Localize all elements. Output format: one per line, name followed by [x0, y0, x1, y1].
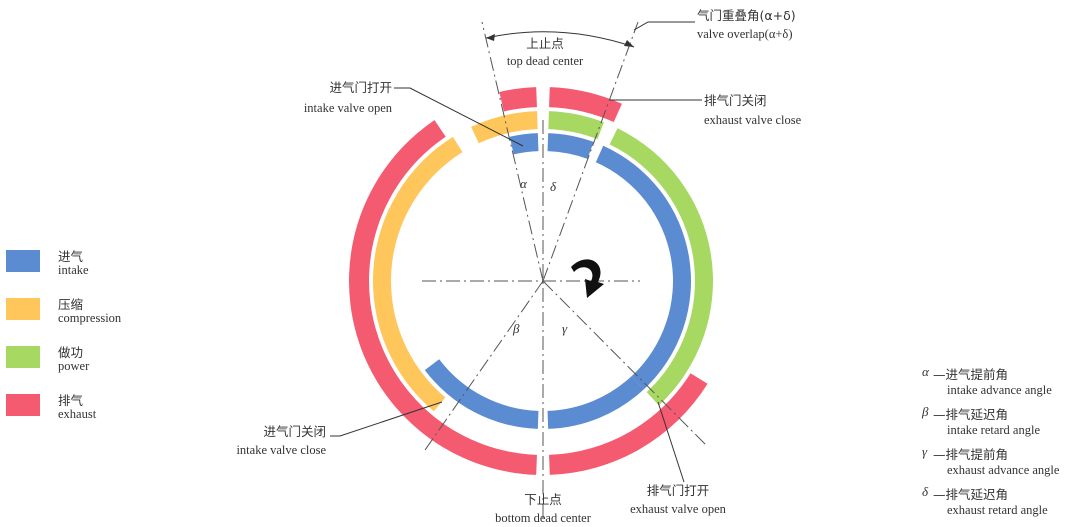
tdc-label-zh: 上止点: [526, 36, 564, 51]
note-text-zh: —排气提前角: [933, 447, 1009, 462]
stroke-legend: 进气 intake 压缩 compression 做功 power 排气 exh…: [6, 246, 146, 438]
legend-label-en: power: [58, 359, 90, 373]
valve-timing-rings: [349, 87, 713, 475]
legend-label-en: exhaust: [58, 407, 97, 421]
overlap-arrow-right-icon: [624, 40, 634, 47]
overlap-arrow-left-icon: [486, 34, 495, 41]
evc-label-en: exhaust valve close: [704, 113, 802, 127]
legend-item-power: 做功 power: [6, 342, 146, 390]
angle-notes: α —进气提前角 intake advance angle β —排气延迟角 i…: [922, 364, 1078, 524]
note-text-zh: —排气延迟角: [933, 407, 1009, 422]
note-text-en: intake retard angle: [947, 423, 1041, 437]
note-symbol: γ: [922, 444, 928, 459]
exhaust-left-segment: [349, 120, 537, 475]
ivc-label-en: intake valve close: [236, 443, 326, 457]
bdc-label-en: bottom dead center: [495, 511, 592, 525]
overlap-label-zh: 气门重叠角(α+δ): [697, 8, 796, 23]
tdc-label-en: top dead center: [507, 54, 584, 68]
intake-bottom-left-segment: [424, 359, 539, 429]
intake-right-segment: [595, 145, 692, 390]
legend-item-compression: 压缩 compression: [6, 294, 146, 342]
alpha-label: α: [520, 176, 528, 191]
note-gamma: γ —排气提前角 exhaust advance angle: [922, 444, 1078, 484]
legend-item-exhaust: 排气 exhaust: [6, 390, 146, 438]
legend-label-zh: 排气: [58, 393, 84, 408]
clockwise-arrow-icon: [571, 259, 604, 298]
note-text-zh: —进气提前角: [933, 367, 1009, 382]
evo-label-en: exhaust valve open: [630, 502, 727, 516]
ivo-label-zh: 进气门打开: [329, 80, 392, 95]
ivo-leader: [394, 87, 524, 147]
exhaust-top-right-segment: [549, 87, 622, 123]
intake-top-right-segment: [547, 133, 594, 159]
note-text-en: exhaust retard angle: [947, 503, 1048, 517]
beta-label: β: [512, 321, 520, 336]
compression-left-segment: [372, 136, 463, 412]
note-text-en: exhaust advance angle: [947, 463, 1060, 477]
exhaust-swatch: [6, 394, 40, 416]
delta-label: δ: [550, 179, 557, 194]
compression-top-segment: [471, 111, 538, 144]
exhaust-top-left-segment: [499, 87, 537, 112]
overlap-label-en: valve overlap(α+δ): [697, 27, 793, 41]
power-swatch: [6, 346, 40, 368]
power-top-segment: [548, 111, 604, 140]
note-symbol: α: [922, 364, 929, 379]
ivo-label-en: intake valve open: [304, 101, 393, 115]
intake-swatch: [6, 250, 40, 272]
note-beta: β —排气延迟角 intake retard angle: [922, 404, 1078, 444]
legend-item-intake: 进气 intake: [6, 246, 146, 294]
note-text-en: intake advance angle: [947, 383, 1052, 397]
exhaust-bottom-right-segment: [549, 373, 708, 475]
evo-label-zh: 排气门打开: [647, 483, 710, 498]
beta-angle-line: [424, 280, 544, 451]
ivc-label-zh: 进气门关闭: [263, 424, 326, 439]
evo-leader: [657, 401, 685, 483]
legend-label-en: compression: [58, 311, 122, 325]
legend-label-en: intake: [58, 263, 89, 277]
gamma-angle-line: [542, 280, 709, 448]
alpha-angle-line: [481, 21, 544, 282]
delta-angle-line: [542, 21, 639, 282]
note-alpha: α —进气提前角 intake advance angle: [922, 364, 1078, 404]
overlap-arc: [485, 31, 635, 48]
note-text-zh: —排气延迟角: [933, 487, 1009, 502]
note-symbol: δ: [922, 484, 929, 499]
bdc-label-zh: 下止点: [524, 492, 562, 507]
note-delta: δ —排气延迟角 exhaust retard angle: [922, 484, 1078, 524]
compression-swatch: [6, 298, 40, 320]
legend-label-zh: 进气: [58, 249, 84, 264]
legend-label-zh: 压缩: [58, 297, 84, 312]
legend-label-zh: 做功: [58, 345, 84, 360]
intake-top-left-segment: [509, 133, 539, 155]
intake-bottom-right-segment: [547, 376, 644, 429]
ivc-leader: [330, 401, 443, 437]
gamma-label: γ: [562, 321, 568, 336]
note-symbol: β: [922, 404, 929, 419]
power-right-segment: [609, 128, 713, 406]
overlap-leader: [633, 21, 695, 31]
evc-label-zh: 排气门关闭: [704, 93, 767, 108]
